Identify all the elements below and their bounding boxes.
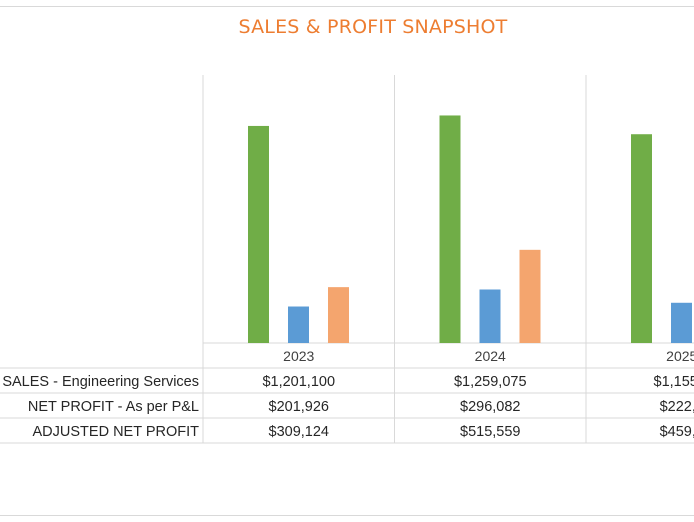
table-cell-value: $1,155,3 [654, 374, 694, 390]
table-row-label: ADJUSTED NET PROFIT [33, 424, 200, 440]
bar-2-2023 [288, 306, 309, 343]
category-label: 2024 [475, 348, 506, 364]
table-cell-value: $201,926 [269, 399, 329, 415]
bar-1-2024 [439, 115, 461, 343]
chart-frame [0, 6, 694, 516]
bar-3-2023 [328, 287, 349, 343]
chart-title: SALES & PROFIT SNAPSHOT [238, 16, 508, 38]
category-label: 2023 [283, 348, 314, 364]
table-cell-value: $222,6 [660, 399, 694, 415]
table-cell-value: $309,124 [269, 424, 329, 440]
table-cell-value: $1,259,075 [454, 374, 527, 390]
table-row-label: NET PROFIT - As per P&L [28, 399, 199, 415]
bar-3-2024 [519, 249, 541, 343]
table-row-label: SALES - Engineering Services [2, 374, 199, 390]
category-label: 2025 [666, 348, 694, 364]
table-cell-value: $1,201,100 [262, 374, 335, 390]
bar-1-2023 [248, 125, 269, 344]
table-cell-value: $459,1 [660, 424, 694, 440]
table-cell-value: $515,559 [460, 424, 520, 440]
bar-2-2025 [671, 302, 692, 343]
bar-2-2024 [479, 289, 501, 343]
bar-1-2025 [631, 134, 652, 343]
table-cell-value: $296,082 [460, 399, 520, 415]
